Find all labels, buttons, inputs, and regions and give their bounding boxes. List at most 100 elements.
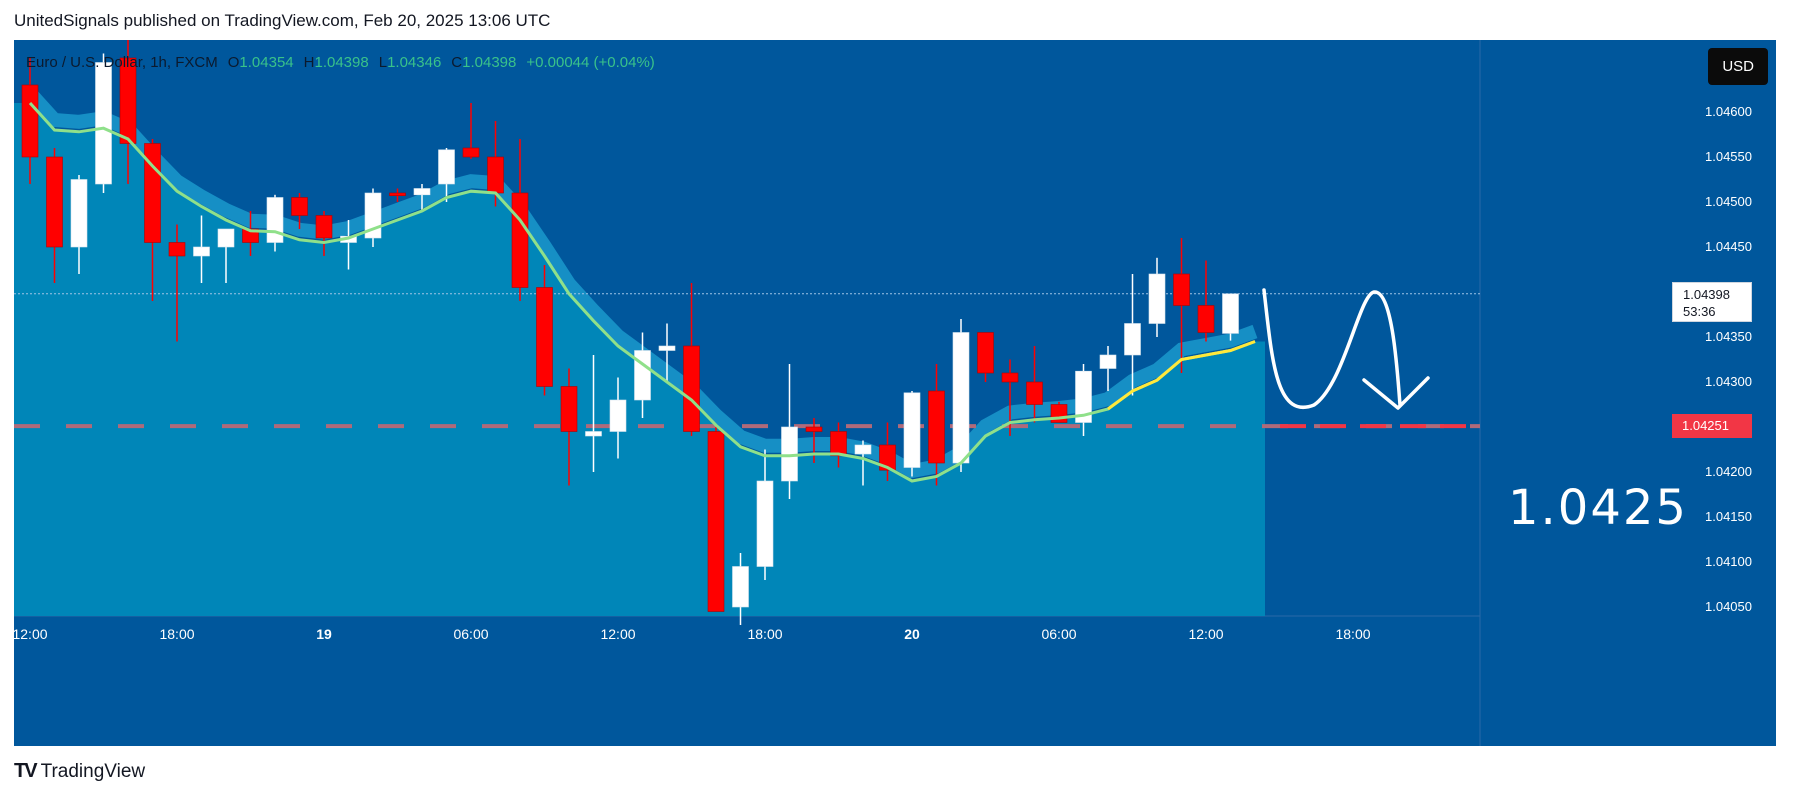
current-price-box: 1.04398 53:36 xyxy=(1672,281,1752,322)
candle xyxy=(462,103,480,159)
candle-body xyxy=(830,431,847,457)
candle xyxy=(854,440,872,486)
candle-body xyxy=(389,192,406,196)
candle xyxy=(756,449,774,580)
change-value: +0.00044 (+0.04%) xyxy=(526,54,655,71)
chart-frame[interactable]: Euro / U.S. Dollar, 1h, FXCM O1.04354 H1.0… xyxy=(12,40,1776,746)
tradingview-brand[interactable]: TV TradingView xyxy=(14,760,145,783)
time-tick-label: 18:00 xyxy=(1335,626,1371,642)
close-label: C xyxy=(451,54,463,71)
tradingview-logo-icon: TV xyxy=(14,760,38,782)
symbol-legend: Euro / U.S. Dollar, 1h, FXCM O1.04354 H1.0… xyxy=(26,54,655,71)
candle xyxy=(1148,257,1166,337)
candle xyxy=(46,148,63,283)
candle-body xyxy=(1026,381,1043,405)
candlestick-chart[interactable] xyxy=(14,40,1776,746)
low-value: 1.04346 xyxy=(387,54,442,71)
candle xyxy=(707,427,725,612)
candle-body xyxy=(658,345,676,351)
candle-body xyxy=(560,386,578,432)
candle xyxy=(879,422,896,481)
arrowhead-icon xyxy=(1362,376,1430,410)
candle xyxy=(1222,293,1239,341)
candle-layer xyxy=(21,40,1239,625)
candle-body xyxy=(928,390,945,464)
price-tick-label: 1.04450 xyxy=(1705,239,1752,254)
candle xyxy=(1099,346,1117,391)
candle-body xyxy=(903,392,921,468)
candle-body xyxy=(879,444,896,471)
candle-body xyxy=(46,156,63,248)
ma-area-fill xyxy=(14,103,1265,616)
open-value: 1.04354 xyxy=(239,54,294,71)
candle-body xyxy=(1099,354,1117,369)
candle-body xyxy=(1173,273,1190,306)
candle-countdown: 53:36 xyxy=(1683,303,1716,319)
price-tick-label: 1.04500 xyxy=(1705,194,1752,209)
candle-body xyxy=(511,192,529,288)
candle xyxy=(119,40,137,184)
candle xyxy=(585,355,602,472)
time-tick-label: 12:00 xyxy=(1188,626,1224,642)
high-label: H xyxy=(303,54,315,71)
candle xyxy=(389,188,406,202)
candle-body xyxy=(291,197,308,216)
candle xyxy=(830,422,847,468)
candle xyxy=(1173,238,1190,373)
candle-body xyxy=(1197,305,1215,333)
candle xyxy=(732,553,749,625)
target-annotation: 1.0425 xyxy=(1508,480,1688,536)
candle-body xyxy=(21,84,39,158)
candle xyxy=(364,188,382,247)
high-value: 1.04398 xyxy=(314,54,369,71)
price-tick-label: 1.04150 xyxy=(1705,509,1752,524)
candle-body xyxy=(609,399,627,432)
price-tick-label: 1.04100 xyxy=(1705,554,1752,569)
level-price-box: 1.04251 xyxy=(1672,414,1752,439)
price-tick-label: 1.04300 xyxy=(1705,374,1752,389)
time-tick-label: 20 xyxy=(904,626,920,642)
candle-body xyxy=(536,287,553,387)
candle-body xyxy=(168,242,186,257)
candle-body xyxy=(193,246,210,257)
time-tick-label: 12:00 xyxy=(600,626,636,642)
candle-body xyxy=(756,480,774,567)
price-tick-label: 1.04050 xyxy=(1705,599,1752,614)
candle xyxy=(977,332,994,382)
candle xyxy=(928,364,945,486)
candle xyxy=(609,377,627,459)
candle-body xyxy=(805,426,823,432)
price-tick-label: 1.04550 xyxy=(1705,149,1752,164)
candle-body xyxy=(952,332,970,464)
candle xyxy=(168,224,186,342)
candle-body xyxy=(1075,370,1092,423)
time-tick-label: 18:00 xyxy=(747,626,783,642)
candle-body xyxy=(462,147,480,158)
candle-body xyxy=(1124,323,1141,356)
currency-badge[interactable]: USD xyxy=(1708,48,1768,85)
candle-body xyxy=(634,350,651,401)
candle xyxy=(1026,346,1043,423)
ma-layer xyxy=(28,101,1256,483)
candle xyxy=(217,228,235,283)
candle-body xyxy=(119,57,137,144)
time-tick-label: 06:00 xyxy=(453,626,489,642)
candle xyxy=(413,184,431,211)
open-label: O xyxy=(227,54,240,71)
price-tick-label: 1.04350 xyxy=(1705,329,1752,344)
candle xyxy=(683,283,700,436)
brand-name: TradingView xyxy=(40,760,146,782)
candle xyxy=(438,148,455,202)
candle-body xyxy=(1148,273,1166,324)
current-price-value: 1.04398 xyxy=(1683,286,1730,302)
candle-body xyxy=(732,566,749,608)
candle xyxy=(21,58,39,184)
price-tick-label: 1.04600 xyxy=(1705,104,1752,119)
candle-body xyxy=(1001,372,1019,383)
close-value: 1.04398 xyxy=(462,54,517,71)
candle xyxy=(1124,274,1141,396)
candle-body xyxy=(315,215,333,239)
candle-body xyxy=(438,149,455,185)
candle xyxy=(658,323,676,382)
candle-body xyxy=(487,156,504,194)
